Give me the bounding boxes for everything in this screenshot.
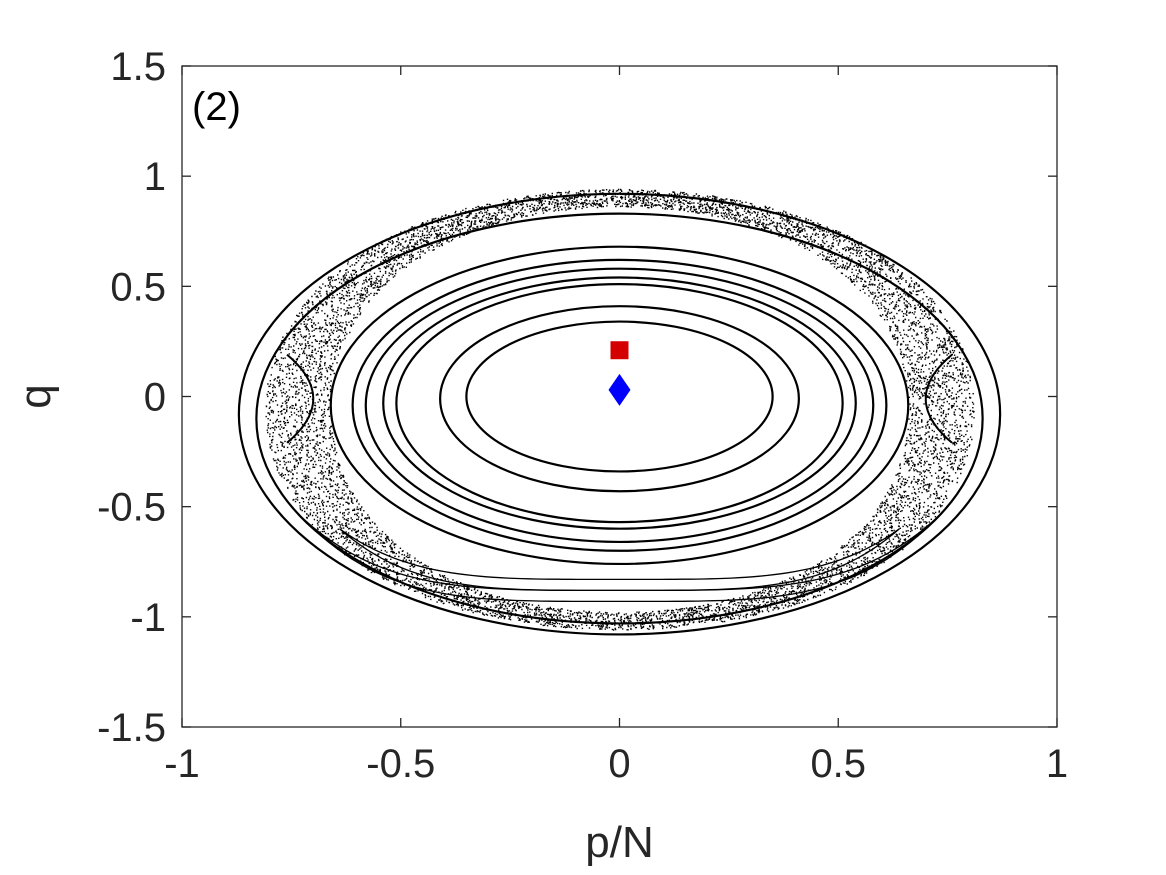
regular-orbit [439,305,800,493]
x-tick-label: 0 [608,742,630,786]
x-tick-label: 0.5 [810,742,866,786]
y-tick-label: 0 [144,376,166,420]
y-tick-label: 1.5 [110,45,166,89]
regular-orbit [465,320,774,473]
regular-orbit [351,258,888,552]
regular-orbit [364,267,875,544]
regular-orbit [329,245,910,566]
regular-orbit [255,212,984,625]
y-tick-label: 0.5 [110,265,166,309]
marker-layer [608,341,631,406]
y-tick-label: -0.5 [97,486,166,530]
resonance-band [304,519,935,603]
chaotic-layer [265,188,975,631]
panel-label: (2) [192,85,241,129]
x-tick-label: -1 [164,742,200,786]
y-tick-label: -1 [130,596,166,640]
y-tick-label: 1 [144,155,166,199]
y-axis-label: q [11,384,60,408]
y-tick-label: -1.5 [97,706,166,750]
x-tick-label: -0.5 [366,742,435,786]
square-marker [610,341,629,360]
regular-orbit [382,276,857,530]
diamond-marker [608,373,631,406]
tick-layer: -1 -0.5 0 0.5 1-1.5-1-0.500.511.5 [97,45,1068,786]
x-axis-label: p/N [585,818,653,867]
regular-orbit [237,192,1002,636]
data-layer [237,188,1002,636]
regular-orbit [395,283,844,524]
x-tick-label: 1 [1046,742,1068,786]
